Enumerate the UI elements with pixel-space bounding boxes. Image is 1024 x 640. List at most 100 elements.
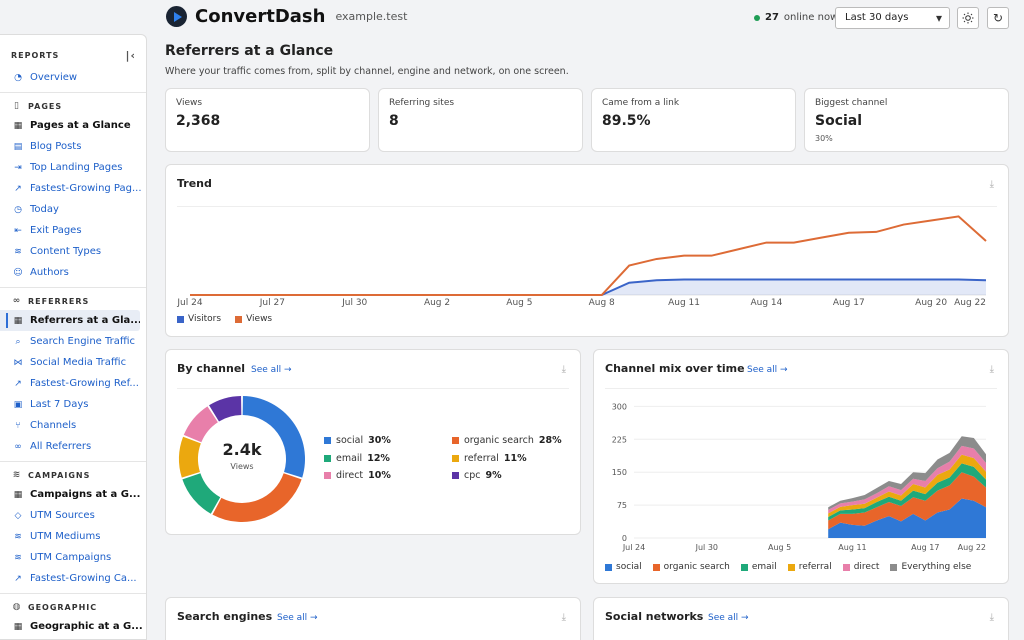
channel-mix-chart: 0 75 150 225 300 Jul 24 Jul 30 Aug 5 Aug 11 Aug 1… (612, 402, 986, 552)
sidebar-item-channels[interactable]: ⑂ Channels (0, 415, 146, 436)
legend-item-organic-search: organic search (652, 562, 730, 572)
legend-item-social: social (605, 562, 642, 572)
sidebar-item-authors[interactable]: ☺ Authors (0, 262, 146, 283)
download-icon[interactable]: ⤓ (989, 612, 994, 623)
sidebar-section-campaigns: ≋ CAMPAIGNS ▦ Campaigns at a G... ◇ UTM Sourc… (0, 461, 146, 589)
sidebar-item-geographic-at-a-g[interactable]: ▦ Geographic at a G... (0, 616, 146, 637)
see-all-link[interactable]: See all → (277, 613, 318, 623)
sidebar-item-label: UTM Campaigns (30, 552, 112, 563)
legend-label: email (751, 562, 777, 572)
sidebar-item-utm-sources[interactable]: ◇ UTM Sources (0, 505, 146, 526)
legend-item-visitors: Visitors (177, 314, 221, 324)
card-title: By channel (177, 362, 246, 375)
by-channel-card: By channel See all → ⤓ 2.4k Views social… (165, 349, 581, 535)
download-icon[interactable]: ⤓ (989, 364, 994, 375)
legend-swatch (740, 563, 748, 571)
donut-slice-social (242, 396, 305, 478)
file-icon: ▯ (14, 101, 20, 111)
sidebar-item-overview[interactable]: ◔ Overview (0, 67, 146, 88)
brand-logo-icon (166, 6, 187, 27)
sidebar-item-top-landing-pages[interactable]: ⇥ Top Landing Pages (0, 157, 146, 178)
sidebar-item-utm-mediums[interactable]: ≋ UTM Mediums (0, 526, 146, 547)
download-icon[interactable]: ⤓ (989, 179, 994, 190)
sidebar-title: REPORTS (11, 50, 60, 60)
sidebar-item-label: UTM Sources (30, 510, 95, 521)
donut-slice-cpc (209, 396, 242, 422)
sidebar-item-utm-campaigns[interactable]: ≋ UTM Campaigns (0, 547, 146, 568)
grid-icon: ▦ (13, 621, 23, 632)
social-networks-card: Social networks See all → ⤓ (593, 597, 1009, 640)
sidebar-item-label: All Referrers (30, 441, 92, 452)
download-icon[interactable]: ⤓ (561, 364, 566, 375)
trend-chart: Jul 24 Jul 27 Jul 30 Aug 2 Aug 5 Aug 8 Aug 11 A… (176, 215, 987, 308)
legend-swatch (605, 563, 612, 571)
divider (177, 206, 997, 207)
see-all-link[interactable]: See all → (747, 365, 788, 375)
sidebar-section-label: PAGES (28, 101, 63, 111)
see-all-link[interactable]: See all → (251, 365, 292, 375)
sidebar-item-fastest-growing-ca[interactable]: ↗ Fastest-Growing Ca... (0, 568, 146, 589)
page-subtitle: Where your traffic comes from, split by … (165, 66, 569, 77)
legend-label: Views (246, 314, 273, 324)
sun-icon (962, 12, 974, 24)
stat-label: Views (176, 98, 203, 108)
sidebar-item-last-7-days[interactable]: ▣ Last 7 Days (0, 394, 146, 415)
divider (177, 388, 569, 389)
sidebar-item-label: Fastest-Growing Pag... (30, 183, 142, 194)
donut-slice-direct (183, 406, 218, 443)
sidebar-item-today[interactable]: ◷ Today (0, 199, 146, 220)
stat-value: 8 (389, 113, 399, 129)
x-tick-label: Aug 5 (768, 543, 791, 552)
donut-slice-referral (179, 436, 201, 478)
trend-icon: ↗ (14, 183, 22, 194)
card-title: Search engines (177, 610, 273, 623)
sidebar-section-title: ≋ CAMPAIGNS (0, 466, 146, 484)
trend-icon: ↗ (14, 573, 22, 584)
sidebar-item-content-types[interactable]: ≋ Content Types (0, 241, 146, 262)
sidebar-item-label: Overview (30, 72, 78, 83)
sidebar-item-all-referrers[interactable]: ∞ All Referrers (0, 436, 146, 457)
legend-item-views: Views (235, 314, 272, 324)
sidebar-item-label: Fastest-Growing Ref... (30, 378, 139, 389)
see-all-link[interactable]: See all → (708, 613, 749, 623)
sidebar-item-exit-pages[interactable]: ⇤ Exit Pages (0, 220, 146, 241)
donut-slice-email (182, 473, 221, 514)
branch-icon: ⑂ (15, 420, 21, 431)
x-tick-label: Aug 17 (911, 543, 939, 552)
sidebar-item-social-media-traffic[interactable]: ⋈ Social Media Traffic (0, 352, 146, 373)
sidebar-item-blog-posts[interactable]: ▤ Blog Posts (0, 136, 146, 157)
x-tick-label: Jul 24 (622, 543, 645, 552)
trend-icon: ↗ (14, 378, 22, 389)
legend-item-everything-else: Everything else (890, 562, 971, 572)
legend-swatch (324, 455, 331, 462)
sidebar-item-referrers-at-a-gla[interactable]: ▦ Referrers at a Gla... (0, 310, 140, 331)
layers-icon: ≋ (14, 246, 22, 257)
refresh-button[interactable]: ↻ (987, 7, 1009, 29)
date-range-select[interactable]: Last 30 days (835, 7, 950, 29)
sidebar-item-label: Exit Pages (30, 225, 82, 236)
collapse-sidebar-icon[interactable]: |‹ (125, 48, 136, 62)
exit-icon: ⇤ (14, 225, 22, 236)
site-domain: example.test (335, 10, 408, 23)
legend-swatch (652, 563, 660, 571)
stat-card-views: Views 2,368 (165, 88, 370, 152)
area-everything-else (828, 436, 986, 510)
donut-slice-organic-search (212, 473, 302, 522)
y-tick-label: 225 (612, 435, 627, 444)
layers-icon: ≋ (14, 552, 22, 563)
sidebar-item-campaigns-at-a-g[interactable]: ▦ Campaigns at a G... (0, 484, 146, 505)
top-bar: ConvertDash example.test 27 online now L… (0, 0, 1024, 36)
stat-card-referring-sites: Referring sites 8 (378, 88, 583, 152)
sidebar-item-fastest-growing-ref[interactable]: ↗ Fastest-Growing Ref... (0, 373, 146, 394)
sidebar-item-pages-at-a-glance[interactable]: ▦ Pages at a Glance (0, 115, 146, 136)
theme-toggle-button[interactable] (957, 7, 979, 29)
sidebar-item-fastest-growing-pag[interactable]: ↗ Fastest-Growing Pag... (0, 178, 146, 199)
grid-icon: ▦ (13, 315, 23, 326)
sidebar-item-label: Campaigns at a G... (30, 489, 141, 500)
legend-swatch (452, 437, 459, 444)
sidebar-item-label: Blog Posts (30, 141, 82, 152)
sidebar-item-search-engine-traffic[interactable]: ⌕ Search Engine Traffic (0, 331, 146, 352)
brand[interactable]: ConvertDash example.test (166, 6, 407, 27)
sidebar-section-pages: ▯ PAGES ▦ Pages at a Glance ▤ Blog Posts ⇥ Top … (0, 92, 146, 283)
download-icon[interactable]: ⤓ (561, 612, 566, 623)
